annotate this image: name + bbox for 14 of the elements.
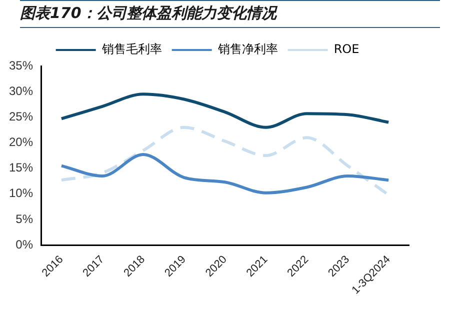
y-tick-label: 0% xyxy=(16,237,34,252)
legend-label: ROE xyxy=(334,42,360,56)
y-tick-label: 25% xyxy=(8,109,34,124)
y-tick-label: 30% xyxy=(8,84,34,98)
legend-label: 销售净利率 xyxy=(216,42,278,56)
y-tick-label: 10% xyxy=(8,186,34,200)
legend-label: 销售毛利率 xyxy=(100,42,162,56)
line-series xyxy=(60,92,390,129)
y-tick-label: 20% xyxy=(8,135,34,150)
y-tick-label: 15% xyxy=(8,160,34,175)
chart-title: 图表170：公司整体盈利能力变化情况 xyxy=(20,4,440,28)
y-tick-label: 5% xyxy=(16,212,34,226)
y-tick-label: 35% xyxy=(8,58,34,72)
line-series xyxy=(60,153,390,194)
